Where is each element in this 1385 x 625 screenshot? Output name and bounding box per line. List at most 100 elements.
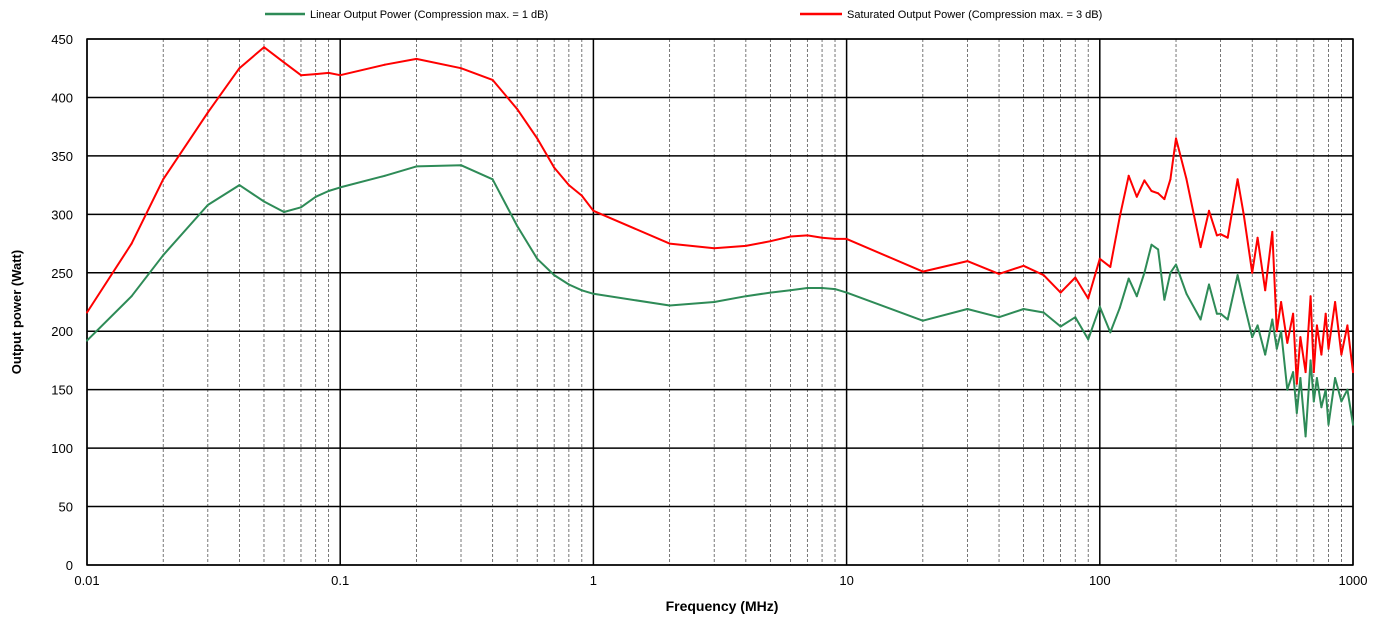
data-point (1320, 353, 1323, 356)
data-point (300, 206, 302, 209)
data-point (789, 289, 792, 292)
data-point (1334, 377, 1337, 379)
data-point (1264, 353, 1267, 356)
data-point (327, 190, 330, 192)
data-point (1163, 298, 1166, 301)
data-point (206, 204, 209, 206)
data-point (263, 46, 265, 49)
x-tick-label: 0.1 (331, 573, 349, 588)
data-point (1163, 198, 1166, 201)
data-point (1295, 382, 1298, 385)
data-point (1087, 338, 1090, 341)
data-point (1042, 274, 1045, 277)
data-point (86, 311, 88, 314)
data-point (845, 291, 848, 294)
y-tick-label: 250 (51, 266, 73, 281)
data-point (1135, 195, 1138, 198)
data-point (1340, 400, 1343, 403)
data-point (1175, 137, 1177, 140)
data-point (1352, 371, 1354, 374)
data-point (769, 291, 772, 294)
series-line (86, 164, 1354, 438)
data-point (314, 195, 317, 198)
data-point (567, 184, 570, 187)
y-tick-label: 350 (51, 149, 73, 164)
data-point (1215, 234, 1218, 237)
data-point (1157, 248, 1160, 251)
data-point (1320, 406, 1323, 409)
data-point (580, 289, 583, 292)
data-point (1074, 276, 1077, 279)
data-point (263, 200, 265, 203)
legend: Linear Output Power (Compression max. = … (265, 9, 1102, 21)
data-point (1022, 308, 1025, 310)
x-tick-label: 0.01 (74, 573, 99, 588)
x-tick-label: 1000 (1339, 573, 1368, 588)
data-point (1312, 371, 1315, 374)
grid (86, 38, 1354, 566)
data-point (713, 301, 716, 303)
data-point (1150, 243, 1153, 246)
data-point (806, 234, 809, 237)
data-point (1199, 246, 1202, 249)
data-point (744, 244, 747, 247)
data-point (238, 67, 241, 70)
data-point (580, 194, 583, 197)
data-point (1242, 213, 1245, 216)
data-point (516, 225, 519, 227)
x-tick-label: 1 (590, 573, 597, 588)
data-point (921, 319, 924, 322)
data-point (1299, 336, 1302, 339)
data-point (592, 209, 595, 212)
data-point (1327, 423, 1330, 426)
series-layer (86, 46, 1354, 438)
data-point (491, 78, 494, 81)
data-point (206, 111, 209, 114)
data-point (845, 237, 848, 240)
data-point (789, 235, 792, 238)
data-point (1219, 312, 1222, 315)
y-tick-label: 0 (66, 558, 73, 573)
data-point (327, 71, 330, 74)
data-point (1022, 264, 1025, 267)
data-point (921, 270, 924, 273)
x-tick-label: 10 (839, 573, 853, 588)
data-point (1286, 341, 1289, 344)
y-tick-label: 50 (59, 500, 73, 515)
data-point (1074, 316, 1077, 319)
data-point (806, 287, 809, 289)
data-point (1135, 295, 1138, 298)
data-point (1251, 271, 1254, 274)
data-point (1309, 295, 1312, 298)
data-point (1150, 190, 1153, 192)
data-point (1143, 271, 1146, 274)
data-point (238, 184, 241, 187)
data-point (1280, 330, 1283, 333)
data-point (1185, 292, 1188, 295)
data-point (1256, 236, 1259, 239)
series-linear-output-power (86, 164, 1354, 438)
data-point (1251, 336, 1254, 339)
data-point (460, 164, 462, 167)
data-point (834, 237, 836, 240)
data-point (1324, 312, 1327, 315)
data-point (383, 174, 386, 177)
data-point (162, 178, 165, 181)
data-point (1275, 347, 1278, 350)
data-point (1118, 306, 1121, 309)
data-point (668, 242, 671, 245)
data-point (821, 236, 824, 239)
data-point (834, 288, 836, 291)
data-point (1309, 359, 1312, 362)
y-tick-label: 100 (51, 441, 73, 456)
data-point (1127, 174, 1130, 177)
data-point (998, 316, 1000, 319)
data-point (1208, 283, 1210, 286)
data-point (1109, 265, 1112, 268)
data-point (1199, 318, 1202, 321)
x-axis-label: Frequency (MHz) (666, 598, 779, 614)
data-point (1175, 263, 1177, 266)
data-point (1208, 209, 1210, 212)
data-point (130, 295, 133, 298)
